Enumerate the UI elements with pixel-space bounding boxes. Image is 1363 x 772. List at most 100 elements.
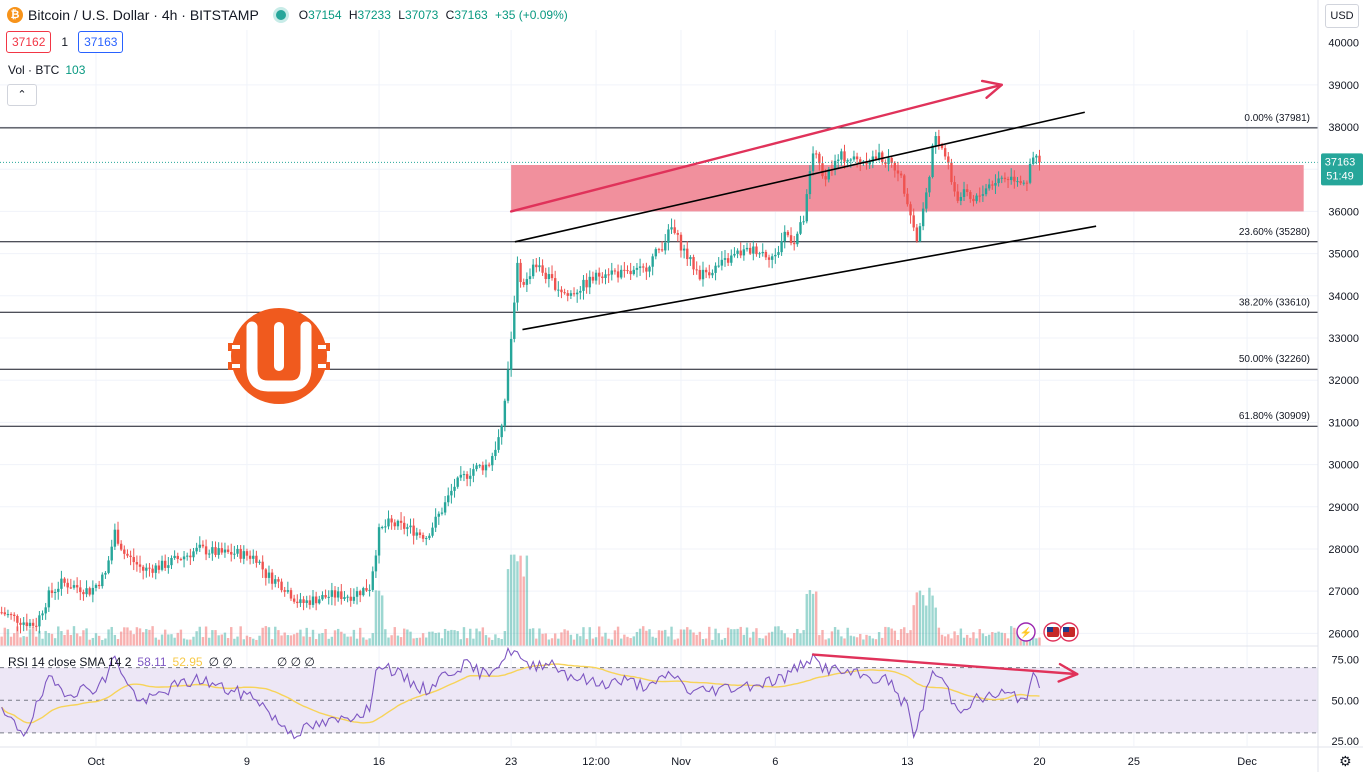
rsi-sma-value: 52.95 xyxy=(172,655,203,669)
buy-button[interactable]: 37163 xyxy=(78,31,124,53)
candle-body xyxy=(824,176,827,180)
candle-body xyxy=(859,159,862,164)
volume-bar xyxy=(906,633,909,646)
volume-bar xyxy=(965,634,969,646)
candle-body xyxy=(635,267,639,270)
candle-body xyxy=(918,226,922,242)
volume-bar xyxy=(6,629,10,646)
candle-body xyxy=(484,464,488,471)
volume-bar xyxy=(132,634,135,646)
volume-bar xyxy=(531,628,535,646)
price-tick-label: 34000 xyxy=(1328,291,1359,303)
volume-bar xyxy=(101,639,104,646)
volume-bar xyxy=(371,633,374,646)
candle-body xyxy=(261,561,264,570)
volume-bar xyxy=(579,636,582,646)
volume-bar xyxy=(987,634,991,646)
candle-body xyxy=(531,264,535,277)
volume-bar xyxy=(959,628,963,646)
channel-lower-line xyxy=(522,225,1097,331)
volume-bar xyxy=(286,635,290,646)
candle-body xyxy=(607,274,610,276)
candle-body xyxy=(984,188,988,195)
volume-bar xyxy=(774,626,777,646)
candle-body xyxy=(796,233,799,245)
open-value: 37154 xyxy=(308,8,342,22)
divergence-arrow-head xyxy=(1057,662,1079,683)
candle-body xyxy=(321,595,324,600)
time-tick-label: Dec xyxy=(1237,756,1257,768)
event-icons[interactable]: ⚡ xyxy=(1016,622,1079,642)
volume-bar xyxy=(296,632,299,646)
candle-body xyxy=(189,555,192,558)
fib-label: 50.00% (32260) xyxy=(1239,354,1310,365)
candle-body xyxy=(969,192,972,199)
candle-body xyxy=(292,598,296,602)
volume-bar xyxy=(179,629,183,646)
candle-body xyxy=(962,189,966,197)
candle-body xyxy=(280,581,283,591)
candle-body xyxy=(1000,177,1003,179)
candle-body xyxy=(116,529,120,544)
volume-bar xyxy=(399,637,403,646)
volume-bar xyxy=(41,638,44,646)
volume-bar xyxy=(280,635,283,646)
volume-bar xyxy=(384,629,387,646)
candle-body xyxy=(286,590,290,592)
candle-body xyxy=(588,276,591,288)
candle-body xyxy=(758,253,761,255)
volume-bar xyxy=(802,630,805,646)
volume-bar xyxy=(796,628,799,646)
drawings[interactable] xyxy=(0,79,1318,331)
volume-bar xyxy=(116,639,120,646)
candle-body xyxy=(519,262,522,283)
chevron-up-icon[interactable]: ⌃ xyxy=(7,84,37,106)
volume-bar xyxy=(764,635,768,646)
volume-bar xyxy=(60,631,63,646)
volume-bar xyxy=(918,590,922,646)
spread-value: 1 xyxy=(61,35,69,49)
candle-body xyxy=(1006,179,1010,181)
volume-bar xyxy=(522,576,525,646)
volume-bar xyxy=(418,637,422,646)
candle-body xyxy=(384,526,387,528)
candles[interactable] xyxy=(0,129,1041,634)
volume-bar xyxy=(535,638,538,646)
volume-bar xyxy=(890,628,893,646)
volume-bar xyxy=(289,635,293,646)
currency-button[interactable]: USD xyxy=(1325,4,1359,28)
candle-body xyxy=(950,162,953,183)
candle-body xyxy=(362,588,365,596)
volume-bar xyxy=(176,632,179,646)
candle-body xyxy=(818,153,821,164)
volume-bar xyxy=(421,633,425,646)
volume-bar xyxy=(519,555,522,646)
candle-body xyxy=(57,588,60,592)
volume-bar xyxy=(585,639,588,646)
volume-bar xyxy=(305,627,308,646)
candle-body xyxy=(302,599,305,603)
rsi-pane[interactable] xyxy=(0,645,1363,740)
candle-body xyxy=(569,293,573,296)
candle-body xyxy=(28,622,32,627)
volume-bar xyxy=(950,638,953,646)
volume-bar xyxy=(673,639,676,646)
sell-button[interactable]: 37162 xyxy=(6,31,52,53)
candle-body xyxy=(708,272,711,276)
rsi-sma-line xyxy=(1,663,1040,724)
volume-bar xyxy=(642,626,645,646)
price-scale-bg xyxy=(1318,0,1363,772)
symbol-title[interactable]: Bitcoin / U.S. Dollar · 4h · BITSTAMP xyxy=(28,7,259,23)
gear-icon[interactable]: ⚙ xyxy=(1339,753,1352,769)
volume-bar xyxy=(852,636,856,646)
logo-glyph xyxy=(246,321,312,392)
volume-bar xyxy=(487,637,491,646)
volume-bar xyxy=(739,626,742,646)
candle-body xyxy=(670,227,673,230)
candle-body xyxy=(167,565,170,568)
candle-body xyxy=(550,274,554,279)
candle-body xyxy=(676,233,680,235)
candle-body xyxy=(827,169,830,180)
volume-bar xyxy=(230,627,233,646)
